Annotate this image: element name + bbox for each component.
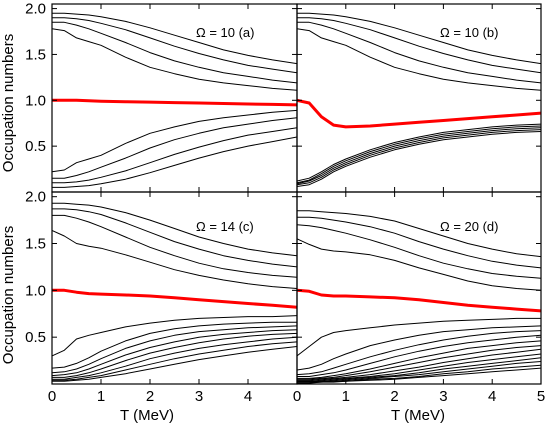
occupation-curve: [52, 12, 297, 65]
occupation-curve: [297, 348, 541, 381]
y-tick-label: 1.0: [25, 282, 46, 299]
occupation-curve: [297, 224, 541, 279]
occupation-curve: [297, 12, 541, 65]
occupation-curve: [297, 353, 541, 382]
occupation-curve: [52, 341, 297, 381]
y-tick-label: 2.0: [25, 189, 46, 206]
y-tick-label: 1.5: [25, 46, 46, 63]
occupation-curve: [297, 21, 541, 84]
occupation-curve: [297, 125, 541, 184]
occupation-curve: [52, 332, 297, 378]
occupation-curve: [52, 17, 297, 74]
occupation-curve: [297, 317, 541, 357]
panel-label: Ω = 20 (d): [440, 219, 499, 234]
occupation-curve: [52, 214, 297, 278]
y-tick-label: 0.5: [25, 329, 46, 346]
x-tick-label: 4: [244, 388, 252, 405]
highlight-curve: [297, 288, 541, 313]
occupation-curve: [52, 127, 297, 184]
occupation-curve: [52, 346, 297, 382]
panel-frame: [296, 191, 542, 385]
panel-label: Ω = 14 (c): [196, 219, 254, 234]
occupation-curve: [52, 315, 297, 357]
panel-c: Ω = 14 (c): [51, 191, 298, 385]
occupation-curve: [297, 210, 541, 258]
occupation-curve: [297, 325, 541, 371]
x-tick-label: 3: [439, 388, 447, 405]
y-tick-label: 1.5: [25, 236, 46, 253]
panel-frame: [51, 191, 298, 385]
occupation-curve: [52, 117, 297, 179]
occupation-curve: [297, 238, 541, 291]
y-axis-title-top: Occupation numbers: [0, 34, 17, 172]
occupation-curve: [52, 325, 297, 374]
x-tick-label: 1: [97, 388, 105, 405]
x-tick-label: 2: [146, 388, 154, 405]
occupation-curve: [52, 109, 297, 173]
x-tick-label: 0: [48, 388, 56, 405]
occupation-curve: [297, 361, 541, 383]
occupation-curve: [297, 127, 541, 185]
panel-label: Ω = 10 (b): [440, 25, 499, 40]
occupation-curve: [297, 131, 541, 187]
panel-a: Ω = 10 (a): [51, 3, 298, 193]
x-tick-label: 0: [293, 388, 301, 405]
occupation-curve: [52, 136, 297, 188]
panel-b: Ω = 10 (b): [296, 3, 542, 193]
occupation-curve: [52, 329, 297, 377]
panel-frame: [296, 3, 542, 193]
occupation-curve: [297, 334, 541, 377]
occupation-curve: [52, 208, 297, 268]
occupation-curve: [52, 321, 297, 369]
axis-ticks: 0.5 1.0 1.5 2.0 0.5 1.0 1.5 2.0 0 1 2 3 4 0 1 2 3 4 5: [25, 1, 545, 405]
occupation-curve: [52, 28, 297, 91]
x-axis-title-right: T (MeV): [391, 407, 445, 424]
occupation-curve: [297, 28, 541, 91]
x-axis-title-left: T (MeV): [120, 407, 174, 424]
panel-label: Ω = 10 (a): [196, 25, 255, 40]
occupation-curve: [297, 216, 541, 269]
panel-curves: [297, 210, 541, 384]
panel-frame: [51, 3, 298, 193]
x-tick-label: 1: [342, 388, 350, 405]
y-tick-label: 2.0: [25, 1, 46, 18]
panel-d: Ω = 20 (d): [296, 191, 542, 385]
occupation-curve: [297, 330, 541, 376]
panel-curves: [297, 12, 541, 187]
panel-curves: [52, 202, 297, 382]
occupation-curve: [52, 229, 297, 289]
highlight-curve: [297, 98, 541, 129]
occupation-curve: [297, 17, 541, 74]
highlight-curve: [52, 288, 297, 309]
occupation-curve: [297, 123, 541, 182]
occupation-curve: [297, 340, 541, 379]
y-tick-label: 1.0: [25, 92, 46, 109]
y-tick-label: 0.5: [25, 138, 46, 155]
x-tick-label: 5: [537, 388, 545, 405]
x-tick-label: 4: [488, 388, 496, 405]
occupation-curve: [52, 21, 297, 84]
occupation-curve: [297, 129, 541, 186]
occupation-curve: [52, 202, 297, 257]
highlight-curve: [52, 98, 297, 107]
panel-curves: [52, 12, 297, 188]
x-tick-label: 3: [195, 388, 203, 405]
x-tick-label: 2: [390, 388, 398, 405]
occupation-curve: [52, 336, 297, 380]
y-axis-title-bottom: Occupation numbers: [0, 226, 17, 364]
chart-panels: Ω = 10 (a) Ω = 10 (b) Ω = 14 (c) Ω = 20 (d): [51, 3, 542, 385]
occupation-curve: [297, 345, 541, 380]
